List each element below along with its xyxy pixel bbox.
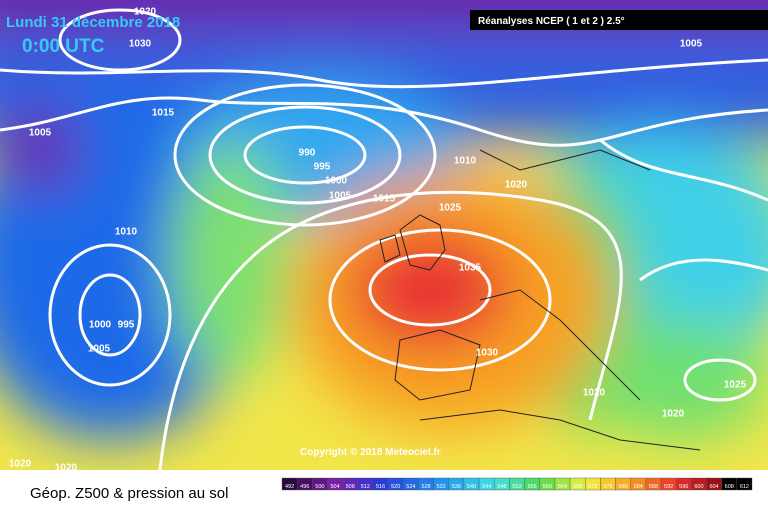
colorbar-label: 532 [437,484,446,490]
colorbar-label: 528 [421,484,430,490]
isobar-label: 1030 [129,39,152,50]
time: 0:00 UTC [22,36,105,57]
colorbar-label: 504 [330,484,339,490]
colorbar-label: 580 [619,484,628,490]
colorbar-label: 552 [512,484,521,490]
isobar-label: 1020 [9,459,32,470]
colorbar-label: 612 [740,484,749,490]
date: Lundi 31 décembre 2018 [6,14,180,31]
colorbar-cell [736,477,753,491]
isobar-label: 1000 [325,176,348,187]
colorbar-label: 572 [588,484,597,490]
isobar-label: 1020 [134,7,157,18]
colorbar-label: 556 [528,484,537,490]
copyright: Copyright © 2018 Meteociel.fr [300,447,441,458]
colorbar-label: 596 [679,484,688,490]
colorbar-label: 564 [558,484,567,490]
isobar-label: 1005 [88,344,111,355]
colorbar-label: 500 [315,484,324,490]
colorbar-label: 536 [452,484,461,490]
colorbar-label: 584 [634,484,643,490]
isobar-label: 1020 [55,463,78,474]
source: Réanalyses NCEP ( 1 et 2 ) 2.5° [478,16,625,27]
isobar-label: 1010 [115,227,138,238]
legend-title: Géop. Z500 & pression au sol [30,485,228,502]
colorbar-label: 568 [573,484,582,490]
isobar-label: 995 [314,162,331,173]
colorbar-label: 540 [467,484,476,490]
isobar-label: 1030 [476,348,499,359]
colorbar-label: 608 [725,484,734,490]
isobar-label: 990 [299,148,316,159]
isobar-label: 1000 [89,320,112,331]
colorbar-label: 512 [361,484,370,490]
colorbar-label: 576 [603,484,612,490]
coastlines [379,149,701,451]
colorbar-label: 492 [285,484,294,490]
colorbar-label: 520 [391,484,400,490]
colorbar-label: 588 [649,484,658,490]
isobar-label: 1010 [454,156,477,167]
isobar-label: 995 [118,320,135,331]
isobar-label: 1025 [724,380,747,391]
isobar-label: 1020 [583,388,606,399]
isobar-label: 1015 [373,194,396,205]
colorbar-label: 548 [497,484,506,490]
colorbar-label: 544 [482,484,491,490]
colorbar-label: 604 [710,484,719,490]
colorbar-label: 496 [300,484,309,490]
colorbar-label: 592 [664,484,673,490]
colorbar-label: 524 [406,484,415,490]
isobar-label: 1020 [505,180,528,191]
colorbar-label: 600 [694,484,703,490]
isobars [0,8,768,470]
colorbar-label: 560 [543,484,552,490]
isobar-label: 1035 [459,263,482,274]
isobar-label: 1020 [662,409,685,420]
source-bar [470,10,768,30]
isobar-label: 1005 [329,191,352,202]
isobar-label: 1015 [152,108,175,119]
colorbar-label: 516 [376,484,385,490]
isobar-label: 1025 [439,203,462,214]
colorbar-label: 508 [346,484,355,490]
isobar-label: 1005 [680,39,703,50]
isobar-label: 1005 [29,128,52,139]
